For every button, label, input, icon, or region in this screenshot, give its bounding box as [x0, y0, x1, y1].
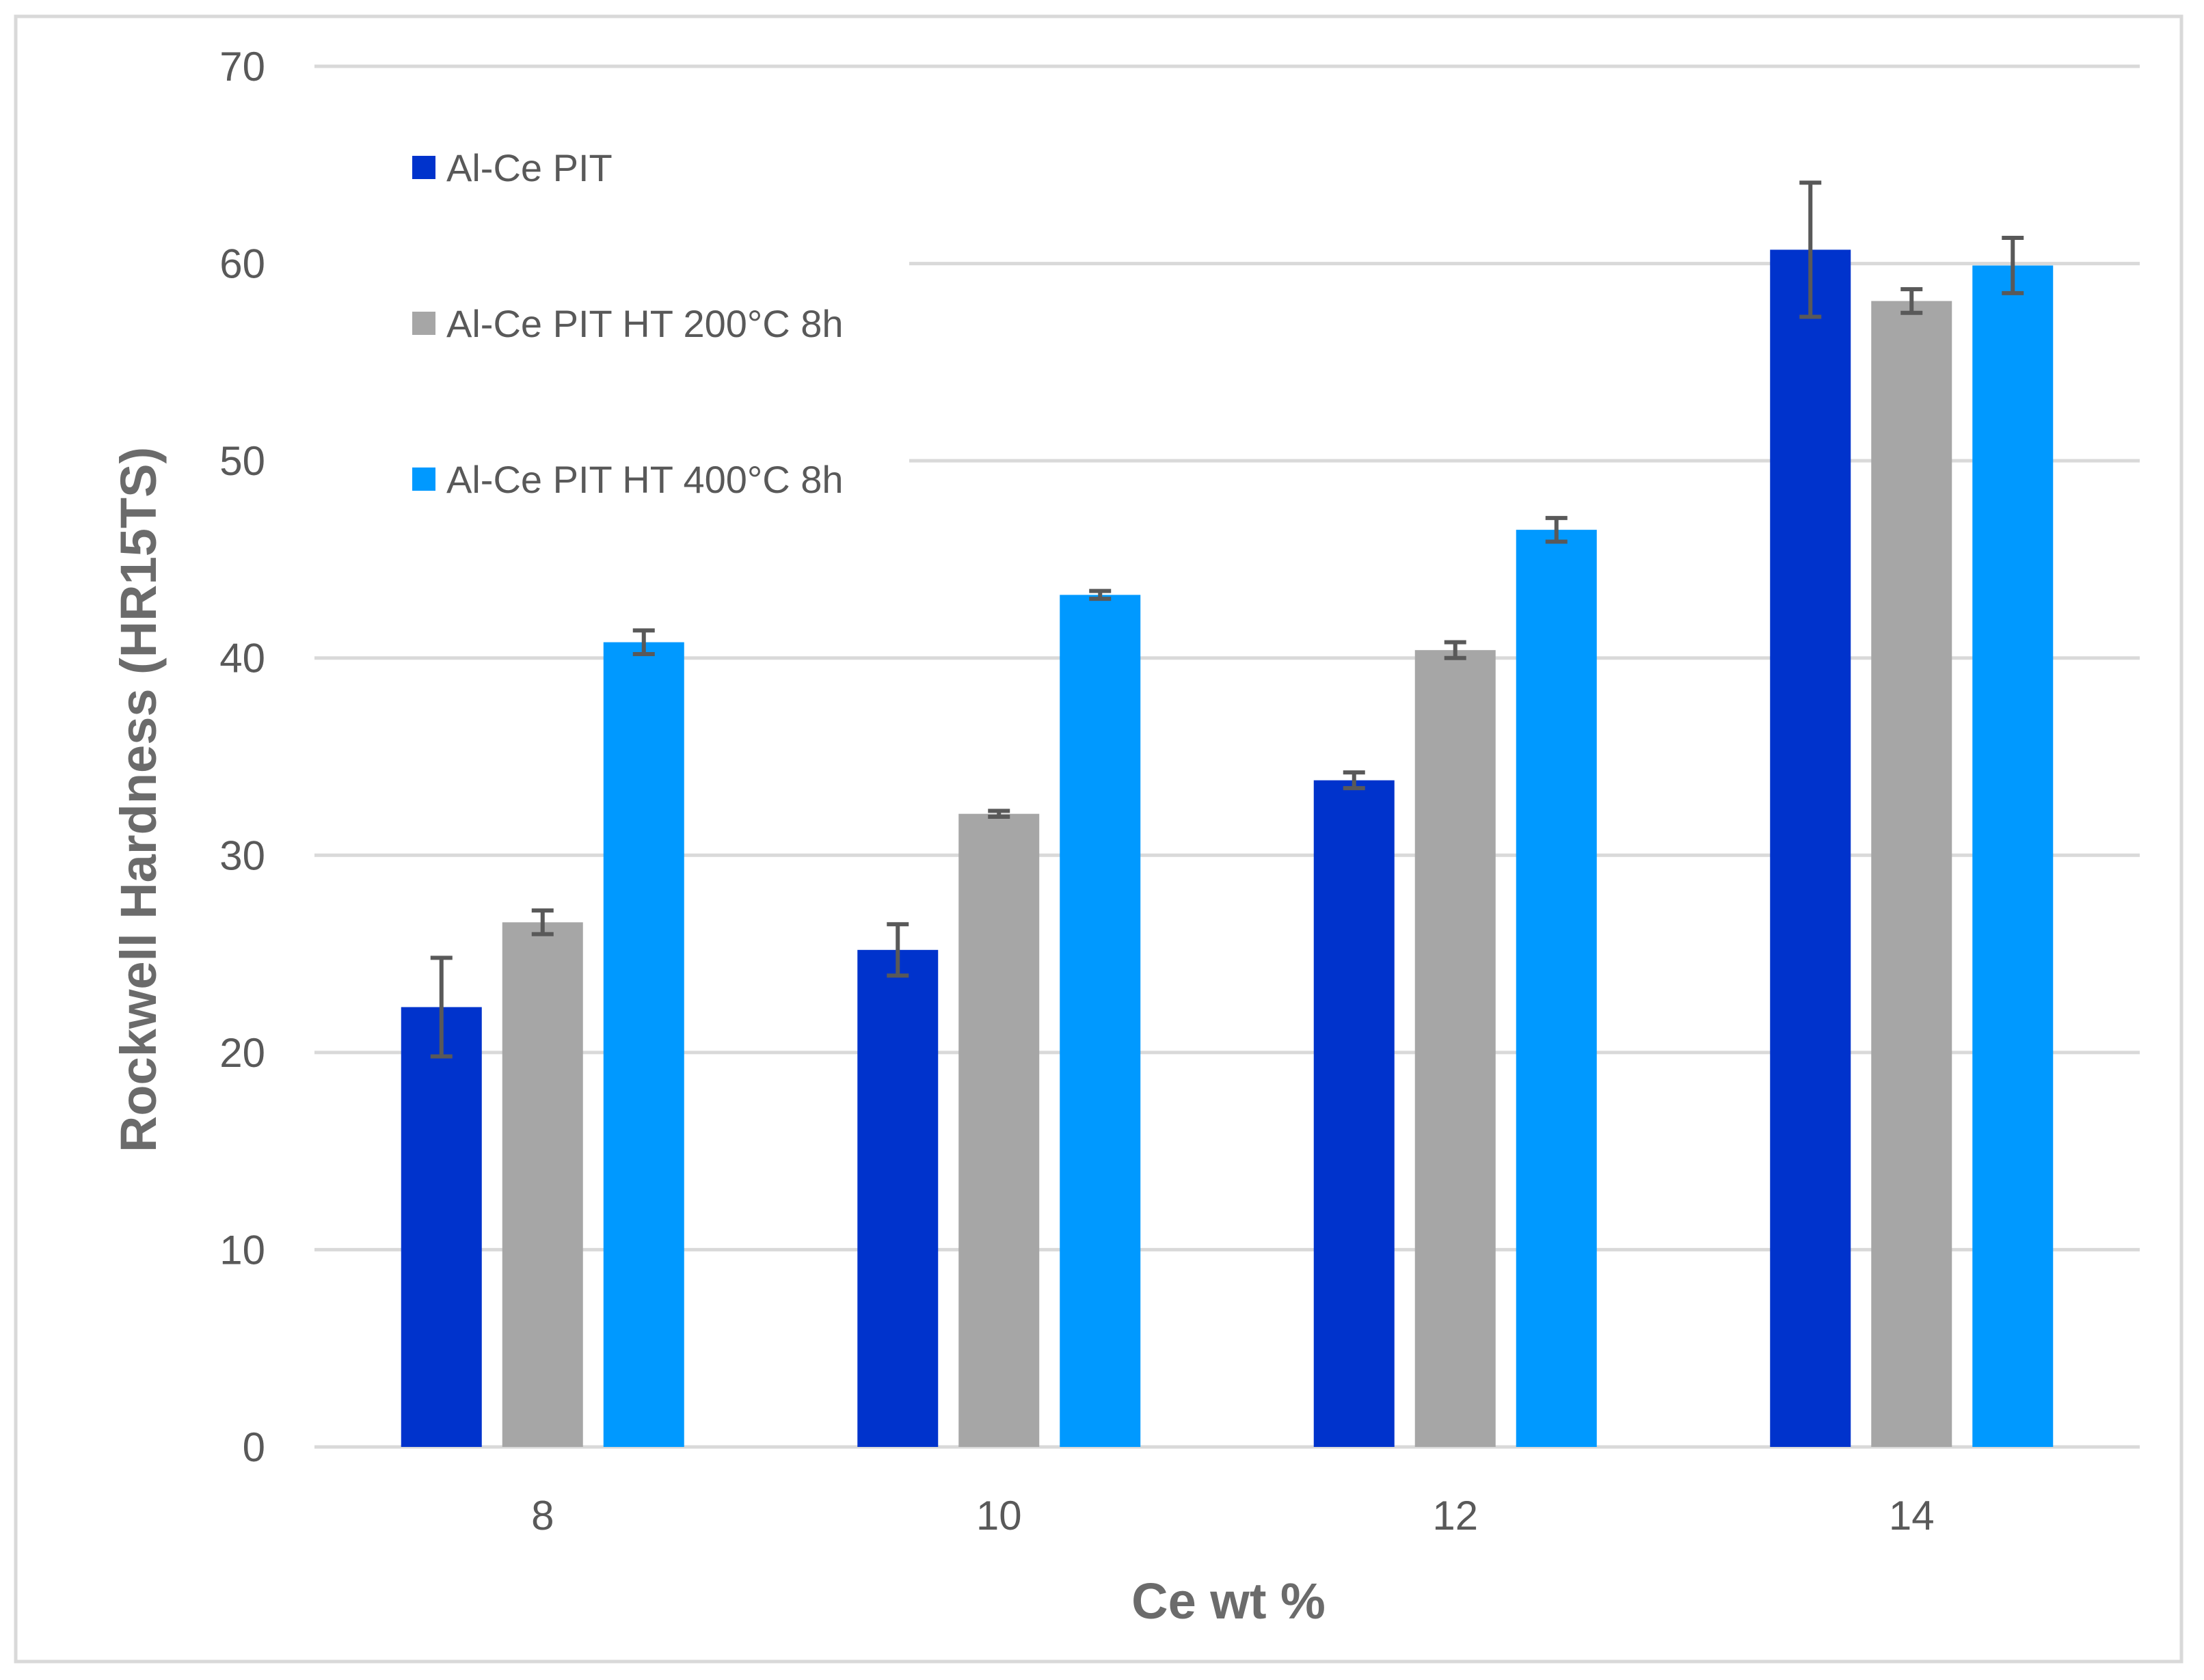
y-tick-label: 50	[219, 438, 265, 484]
x-tick-label: 12	[1432, 1493, 1478, 1539]
error-bar-12-series-3	[1545, 515, 1568, 544]
error-bar-10-series-1	[887, 922, 909, 978]
bar-10-series-1	[857, 949, 939, 1447]
error-bar-10-series-2	[988, 809, 1010, 819]
bar-10-series-3	[1060, 595, 1141, 1448]
error-bar-14-series-3	[2002, 236, 2024, 295]
bar-12-series-1	[1313, 780, 1395, 1447]
legend-label: Al-Ce PIT HT 400°C 8h	[446, 458, 844, 501]
y-tick-label: 60	[219, 241, 265, 287]
bar-14-series-1	[1770, 249, 1851, 1447]
bar-12-series-2	[1414, 650, 1496, 1448]
legend-label: Al-Ce PIT	[446, 146, 613, 189]
legend: Al-Ce PIT Al-Ce PIT HT 200°C 8h Al-Ce PIT …	[412, 146, 844, 501]
x-tick-labels: 8 10 12 14	[531, 1493, 1935, 1539]
bar-8-series-1	[401, 1007, 482, 1447]
bar-12-series-3	[1516, 530, 1597, 1448]
error-bar-14-series-2	[1900, 287, 1923, 315]
y-tick-label: 10	[219, 1227, 265, 1273]
y-tick-label: 70	[219, 44, 265, 90]
error-bar-12-series-1	[1343, 770, 1365, 791]
bar-14-series-3	[1972, 265, 2054, 1447]
y-tick-label: 30	[219, 832, 265, 878]
legend-swatch	[412, 156, 435, 179]
y-tick-label: 40	[219, 636, 265, 681]
bar-10-series-2	[958, 813, 1040, 1447]
y-axis-title: Rockwell Hardness (HR15TS)	[110, 447, 167, 1152]
bar-14-series-2	[1871, 301, 1952, 1447]
bars	[401, 249, 2054, 1448]
error-bar-8-series-2	[531, 908, 554, 936]
y-tick-label: 20	[219, 1030, 265, 1076]
y-tick-label: 0	[243, 1424, 265, 1470]
bar-8-series-2	[502, 922, 583, 1447]
error-bar-12-series-2	[1444, 640, 1466, 660]
error-bars	[430, 180, 2024, 1059]
error-bar-8-series-1	[430, 956, 453, 1059]
x-tick-label: 14	[1889, 1493, 1935, 1539]
x-tick-label: 8	[531, 1493, 554, 1539]
legend-swatch	[412, 468, 435, 491]
legend-label: Al-Ce PIT HT 200°C 8h	[446, 302, 844, 345]
legend-item-2: Al-Ce PIT HT 200°C 8h	[412, 302, 844, 345]
legend-item-1: Al-Ce PIT	[412, 146, 613, 189]
error-bar-10-series-3	[1089, 588, 1112, 601]
error-bar-14-series-1	[1799, 180, 1822, 319]
legend-swatch	[412, 312, 435, 335]
y-tick-labels: 0 10 20 30 40 50 60 70	[219, 44, 265, 1470]
x-axis-title: Ce wt %	[1131, 1573, 1326, 1629]
x-tick-label: 10	[976, 1493, 1022, 1539]
error-bar-8-series-3	[632, 628, 655, 656]
legend-item-3: Al-Ce PIT HT 400°C 8h	[412, 458, 844, 501]
bar-8-series-3	[603, 642, 684, 1447]
